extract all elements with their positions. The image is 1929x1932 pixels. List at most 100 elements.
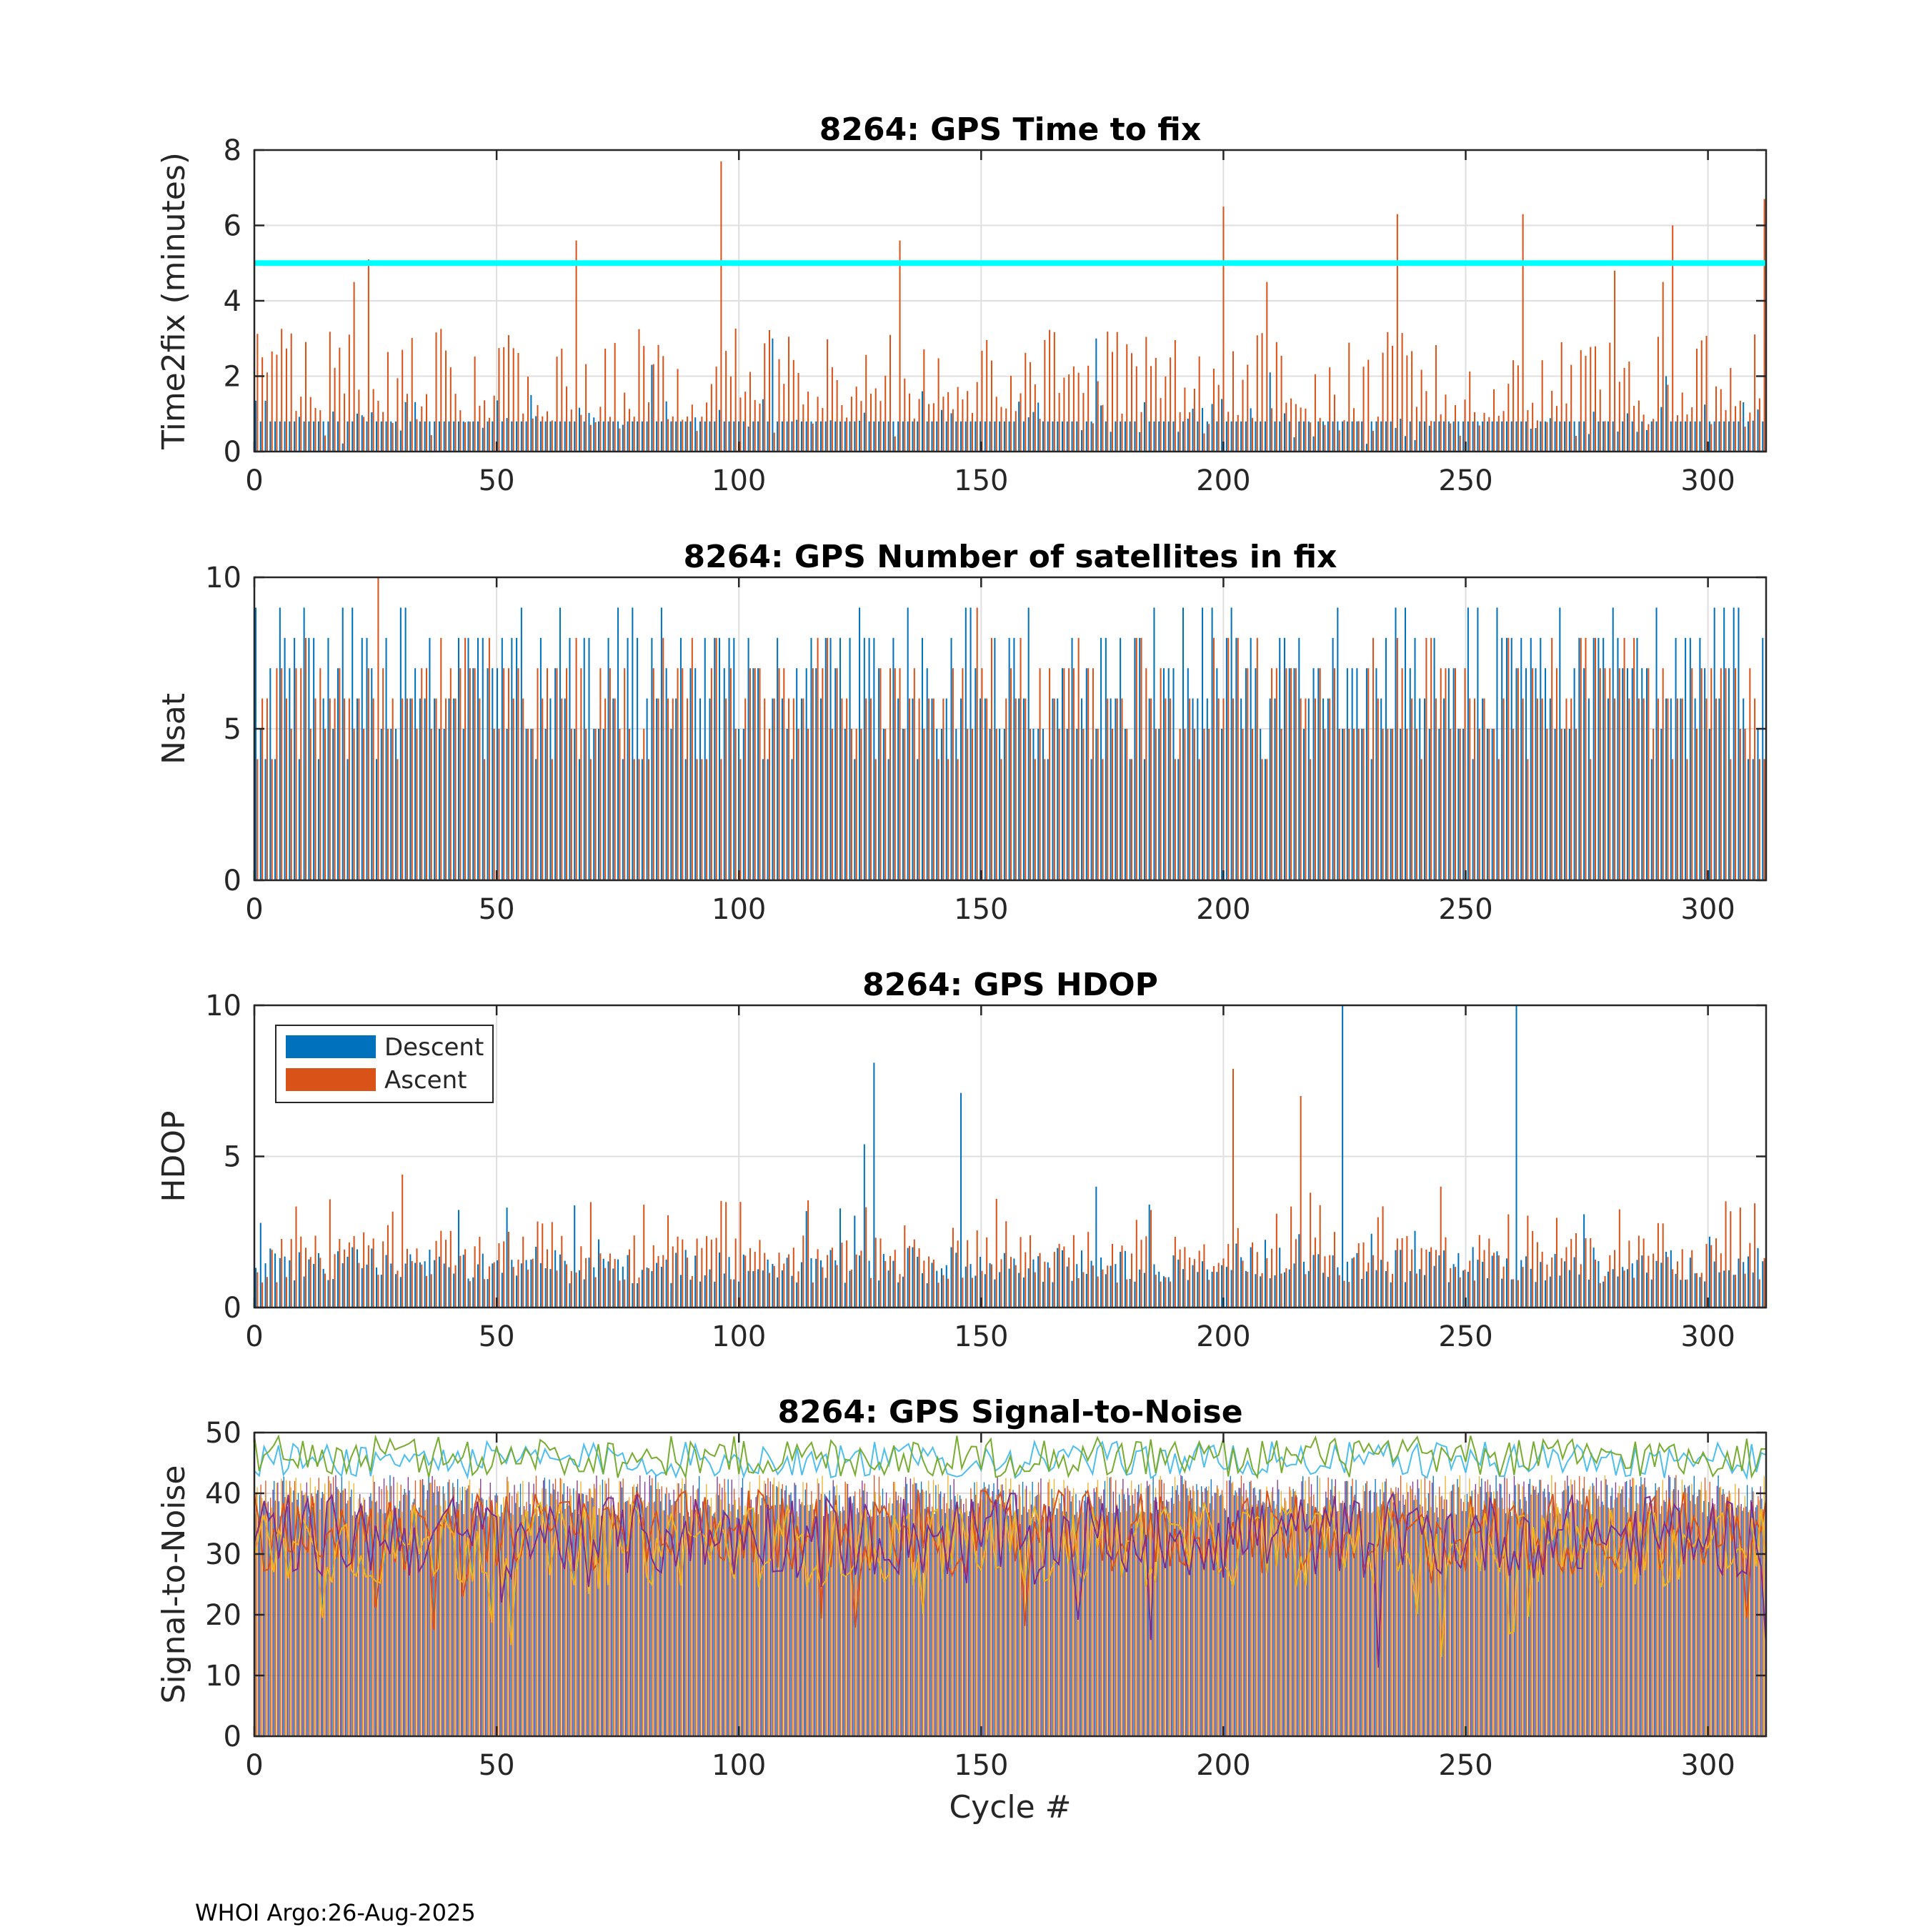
bar-snr [652, 1503, 654, 1736]
bar-descent [791, 1275, 793, 1308]
bar-descent [844, 1283, 846, 1308]
bar-descent [424, 698, 426, 880]
bar-snr [1348, 1515, 1350, 1736]
bar-descent [723, 421, 725, 452]
bar-ascent [1372, 637, 1375, 880]
bar-descent [602, 1258, 604, 1308]
bar-descent [1105, 637, 1107, 880]
bar-ascent [1633, 637, 1635, 880]
bar-ascent [329, 1199, 331, 1308]
bar-descent [839, 637, 842, 880]
bar-snr [437, 1491, 439, 1736]
bar-snr [1651, 1503, 1653, 1736]
bar-ascent [874, 388, 877, 452]
bar-snr [1467, 1502, 1469, 1736]
bar-ascent [792, 359, 794, 452]
bar-ascent [1242, 729, 1244, 880]
y-tick-label: 6 [224, 210, 241, 243]
bar-descent [1342, 729, 1344, 880]
bar-ascent [1020, 393, 1022, 452]
bar-descent [1153, 1264, 1155, 1308]
bar-descent [390, 729, 392, 880]
bar-descent [955, 729, 957, 880]
bar-snr [638, 1515, 639, 1736]
bar-descent [438, 1256, 440, 1308]
bar-descent [399, 607, 402, 880]
bar-snr [1055, 1515, 1056, 1736]
bar-ascent [1387, 1261, 1389, 1308]
bar-ascent [797, 729, 799, 880]
bar-ascent [976, 382, 978, 452]
bar-descent [926, 421, 928, 452]
bar-ascent [324, 729, 327, 880]
bar-ascent [594, 1277, 597, 1308]
bar-snr [463, 1514, 464, 1736]
bar-ascent [387, 352, 389, 452]
bar-ascent [1107, 332, 1109, 452]
bar-descent [873, 421, 875, 452]
bar-descent [289, 1260, 291, 1308]
bar-snr [534, 1514, 536, 1736]
bar-descent [1283, 637, 1286, 880]
bar-snr [1255, 1495, 1257, 1736]
bar-snr [850, 1513, 852, 1736]
bar-snr [1228, 1480, 1230, 1736]
bar-ascent [1362, 367, 1365, 452]
bar-descent [1680, 698, 1682, 880]
bar-descent [356, 1249, 359, 1308]
bar-snr [1088, 1495, 1090, 1736]
bar-snr [1600, 1480, 1602, 1736]
x-tick-label: 150 [954, 464, 1008, 497]
bar-ascent [1725, 1201, 1727, 1308]
bar-descent [1346, 1261, 1348, 1308]
bar-snr [1352, 1496, 1355, 1736]
bar-ascent [377, 577, 379, 880]
bar-ascent [1382, 729, 1384, 880]
bar-ascent [440, 1230, 442, 1308]
bar-descent [1322, 421, 1325, 452]
bar-descent [574, 1205, 576, 1308]
bar-ascent [604, 1268, 607, 1308]
bar-descent [1153, 607, 1155, 880]
bar-descent [1617, 637, 1619, 880]
bar-ascent [1261, 759, 1263, 880]
bar-snr [314, 1486, 316, 1736]
bar-snr [1623, 1507, 1625, 1736]
bar-descent [1559, 421, 1561, 452]
bar-snr [720, 1499, 722, 1736]
bar-ascent [507, 335, 509, 452]
snr-line-orange [254, 1488, 1766, 1630]
bar-snr [1372, 1511, 1374, 1736]
bar-descent [259, 1223, 261, 1308]
bar-ascent [850, 397, 852, 452]
bar-descent [1143, 1273, 1145, 1308]
bar-snr [461, 1500, 462, 1736]
bar-snr [842, 1506, 844, 1736]
bar-descent [259, 421, 261, 452]
bar-descent [1636, 637, 1638, 880]
bar-ascent [1310, 759, 1312, 880]
bar-snr [664, 1493, 666, 1736]
bar-ascent [1087, 365, 1090, 452]
bar-ascent [1072, 668, 1075, 880]
bar-ascent [1599, 389, 1601, 452]
bar-descent [269, 421, 271, 452]
bar-ascent [749, 372, 751, 452]
bar-snr [342, 1490, 344, 1736]
bar-snr [1357, 1503, 1360, 1736]
bar-ascent [1382, 1206, 1384, 1308]
bar-snr [1679, 1507, 1680, 1736]
bar-descent [994, 421, 996, 452]
bar-ascent [1387, 332, 1389, 452]
bar-snr [1618, 1485, 1620, 1736]
bar-descent [1414, 439, 1416, 452]
bar-descent [607, 421, 609, 452]
bar-descent [559, 1254, 561, 1308]
bar-ascent [542, 1223, 544, 1308]
bar-ascent [1672, 225, 1674, 452]
bar-ascent [566, 386, 568, 452]
bar-descent [1757, 729, 1759, 880]
bar-ascent [657, 1255, 659, 1308]
bar-ascent [682, 668, 684, 880]
